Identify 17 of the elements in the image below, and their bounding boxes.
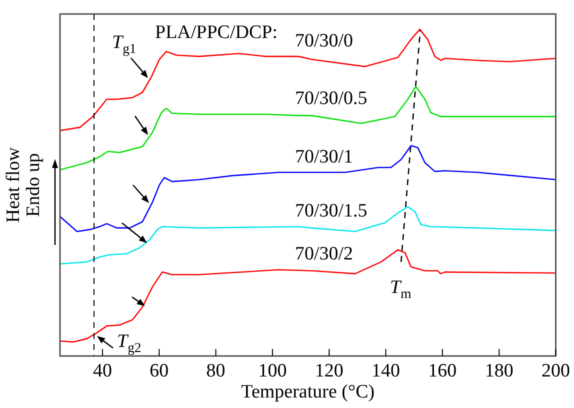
x-tick-label: 80 bbox=[206, 360, 226, 382]
x-tick-label: 200 bbox=[542, 360, 570, 382]
series-label: 70/30/0 bbox=[295, 30, 354, 52]
x-axis-title: Temperature (°C) bbox=[241, 382, 375, 403]
x-tick-label: 60 bbox=[150, 360, 169, 382]
series-label: 70/30/1 bbox=[295, 146, 354, 168]
series-label: 70/30/2 bbox=[295, 244, 354, 265]
annotation: PLA/PPC/DCP: bbox=[155, 22, 278, 43]
x-tick-label: 180 bbox=[484, 360, 514, 382]
series-label: 70/30/0.5 bbox=[295, 88, 368, 110]
x-tick-label: 160 bbox=[428, 360, 457, 382]
x-tick-label: 140 bbox=[372, 360, 400, 382]
series-label: 70/30/1.5 bbox=[295, 200, 368, 222]
x-tick-label: 40 bbox=[92, 360, 112, 382]
x-tick-label: 100 bbox=[258, 360, 287, 382]
y-axis-title: Heat flow Endo up bbox=[2, 147, 44, 223]
x-tick-label: 120 bbox=[314, 360, 344, 382]
